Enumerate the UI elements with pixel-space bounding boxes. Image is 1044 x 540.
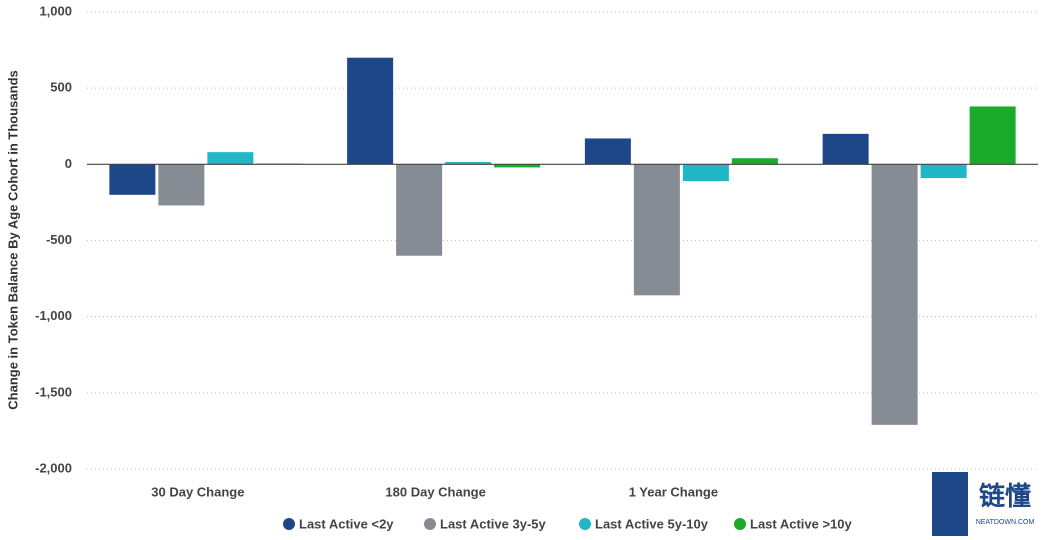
y-tick-label: 500 <box>50 80 72 95</box>
y-tick-label: -1,000 <box>35 308 72 323</box>
legend-swatch <box>283 518 295 530</box>
bar <box>682 164 729 182</box>
legend-swatch <box>734 518 746 530</box>
legend-swatch <box>579 518 591 530</box>
y-tick-label: -500 <box>46 232 72 247</box>
watermark-text: 链懂 <box>979 481 1031 511</box>
bar <box>633 164 680 296</box>
bar <box>207 152 254 165</box>
bar <box>494 164 541 168</box>
y-tick-label: 0 <box>65 156 72 171</box>
bar <box>920 164 967 179</box>
x-tick-label: 30 Day Change <box>151 484 244 499</box>
watermark-logo <box>932 472 968 536</box>
bar <box>731 158 778 165</box>
bar <box>396 164 443 256</box>
y-axis-label: Change in Token Balance By Age Cohort in… <box>5 70 20 409</box>
legend-swatch <box>424 518 436 530</box>
bar <box>969 106 1016 165</box>
bar <box>584 138 631 165</box>
watermark-url: NEATDOWN.COM <box>976 519 1035 526</box>
legend-label: Last Active >10y <box>750 516 853 531</box>
bar <box>822 133 869 165</box>
legend-label: Last Active 5y-10y <box>595 516 709 531</box>
y-tick-label: -1,500 <box>35 384 72 399</box>
legend-label: Last Active 3y-5y <box>440 516 547 531</box>
bar <box>871 164 918 425</box>
legend-label: Last Active <2y <box>299 516 394 531</box>
bar <box>445 162 492 165</box>
x-tick-label: 1 Year Change <box>629 484 718 499</box>
bar <box>158 164 205 206</box>
x-tick-label: 180 Day Change <box>385 484 485 499</box>
y-tick-label: -2,000 <box>35 460 72 475</box>
y-tick-label: 1,000 <box>39 3 72 18</box>
bar <box>109 164 156 195</box>
bar <box>347 57 394 165</box>
